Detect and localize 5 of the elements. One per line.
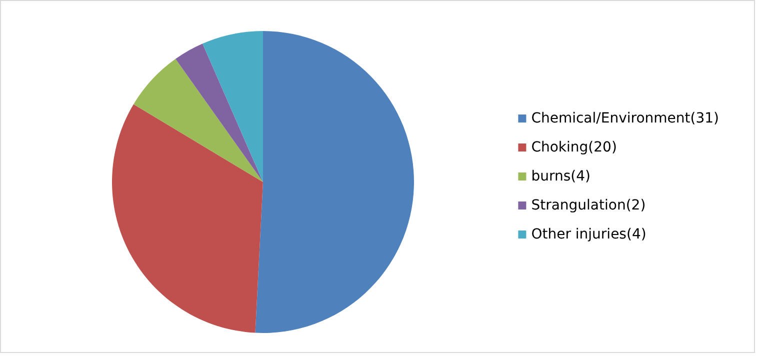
- legend-label: Chemical/Environment(31): [531, 110, 720, 126]
- legend-label: Choking(20): [531, 140, 617, 156]
- legend-label: burns(4): [531, 168, 590, 184]
- legend-label: Other injuries(4): [531, 226, 646, 242]
- legend-label: Strangulation(2): [531, 198, 646, 214]
